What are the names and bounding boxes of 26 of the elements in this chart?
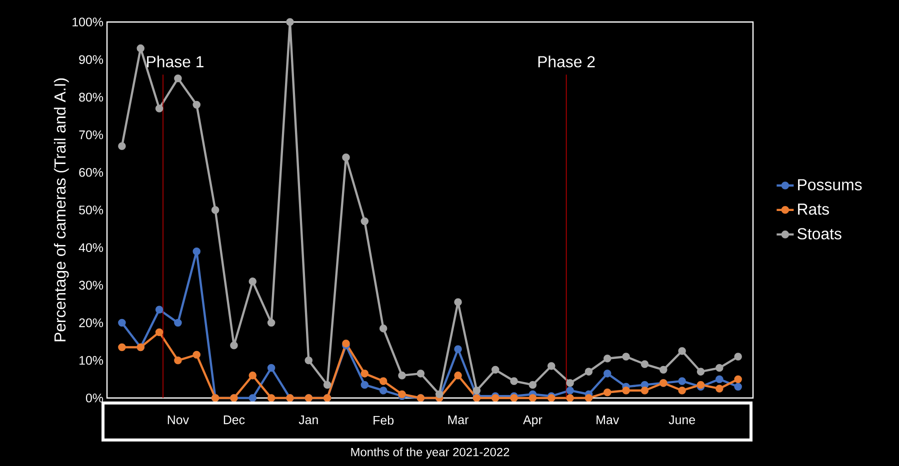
y-axis-title: Percentage of cameras (Trail and A.I): [54, 78, 69, 342]
x-tick-label: Dec: [224, 416, 245, 424]
y-tick-label: 30%: [79, 280, 104, 290]
legend-label: Stoats: [797, 228, 842, 240]
y-tick-label: 20%: [79, 318, 104, 328]
x-tick-label: Nov: [168, 416, 189, 424]
legend-label: Rats: [798, 204, 829, 215]
x-tick-label: Feb: [374, 416, 394, 425]
y-tick-label: 100%: [72, 18, 104, 26]
y-tick-label: 60%: [79, 168, 104, 177]
x-tick-label: Apr: [523, 416, 542, 427]
y-tick-label: 50%: [79, 206, 104, 214]
y-tick-label: 0%: [86, 394, 104, 402]
x-tick-label: Mav: [596, 416, 620, 424]
y-tick-label: 70%: [79, 130, 104, 140]
y-tick-label: 10%: [80, 356, 104, 365]
x-axis-title: Months of the year 2021-2022: [351, 448, 510, 459]
y-tick-label: 40%: [78, 243, 104, 252]
x-tick-label: Mar: [448, 416, 469, 424]
x-tick-label: June: [668, 416, 696, 424]
y-tick-label: 80%: [79, 92, 104, 102]
annotation: Phase 1: [147, 56, 204, 68]
y-tick-label: 90%: [79, 55, 104, 64]
legend-label: Possums: [798, 179, 862, 190]
annotation: Phase 2: [538, 56, 595, 68]
x-tick-label: Jan: [298, 416, 318, 424]
